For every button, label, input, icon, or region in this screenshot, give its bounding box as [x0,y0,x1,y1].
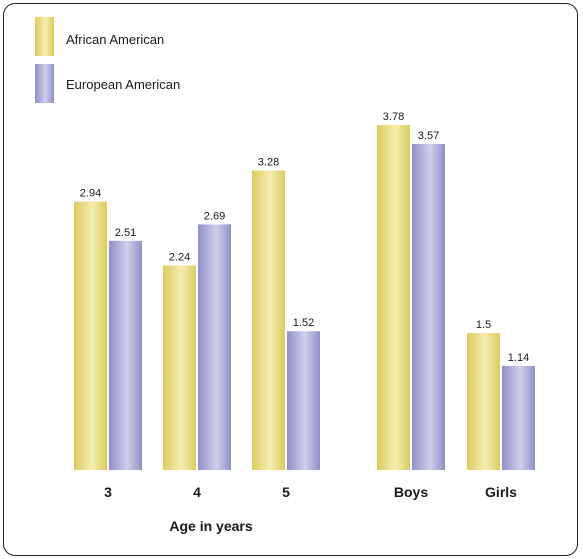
legend-swatch-european-american [35,64,54,103]
bar-european-american-boys [412,144,445,470]
value-label-european-american-boys: 3.57 [418,130,439,142]
legend-label-european-american: European American [66,77,180,92]
legend-label-african-american: African American [66,32,164,47]
bar-african-american-3 [74,201,107,470]
bar-african-american-boys [377,124,410,471]
value-label-african-american-5: 3.28 [258,157,279,169]
x-tick-label-5: 5 [282,484,290,500]
value-label-european-american-4: 2.69 [204,210,225,222]
bar-european-american-3 [109,240,142,470]
legend-swatch-african-american [35,17,54,56]
legend: African American European American [35,17,180,103]
value-label-african-american-boys: 3.78 [383,111,404,123]
x-tick-label-boys: Boys [394,484,428,500]
x-tick-label-girls: Girls [485,484,517,500]
x-tick-labels: 3 4 5 Boys Girls [104,484,517,500]
bars-group [74,124,535,471]
bar-african-american-girls [467,333,500,470]
value-labels-group: 2.94 2.51 2.24 2.69 3.28 1.52 3.78 3.57 1.5 1.14 [80,111,529,364]
bar-european-american-girls [502,365,535,470]
value-label-european-american-girls: 1.14 [508,352,529,364]
x-tick-label-3: 3 [104,484,112,500]
bar-european-american-4 [198,224,231,470]
x-tick-label-4: 4 [193,484,201,500]
value-label-european-american-5: 1.52 [293,317,314,329]
value-label-european-american-3: 2.51 [115,227,136,239]
value-label-african-american-3: 2.94 [80,188,101,200]
value-label-african-american-girls: 1.5 [476,319,491,331]
bar-african-american-5 [252,170,285,470]
value-label-african-american-4: 2.24 [169,251,190,263]
x-axis-title: Age in years [169,518,252,534]
bar-african-american-4 [163,265,196,470]
bar-european-american-5 [287,331,320,470]
